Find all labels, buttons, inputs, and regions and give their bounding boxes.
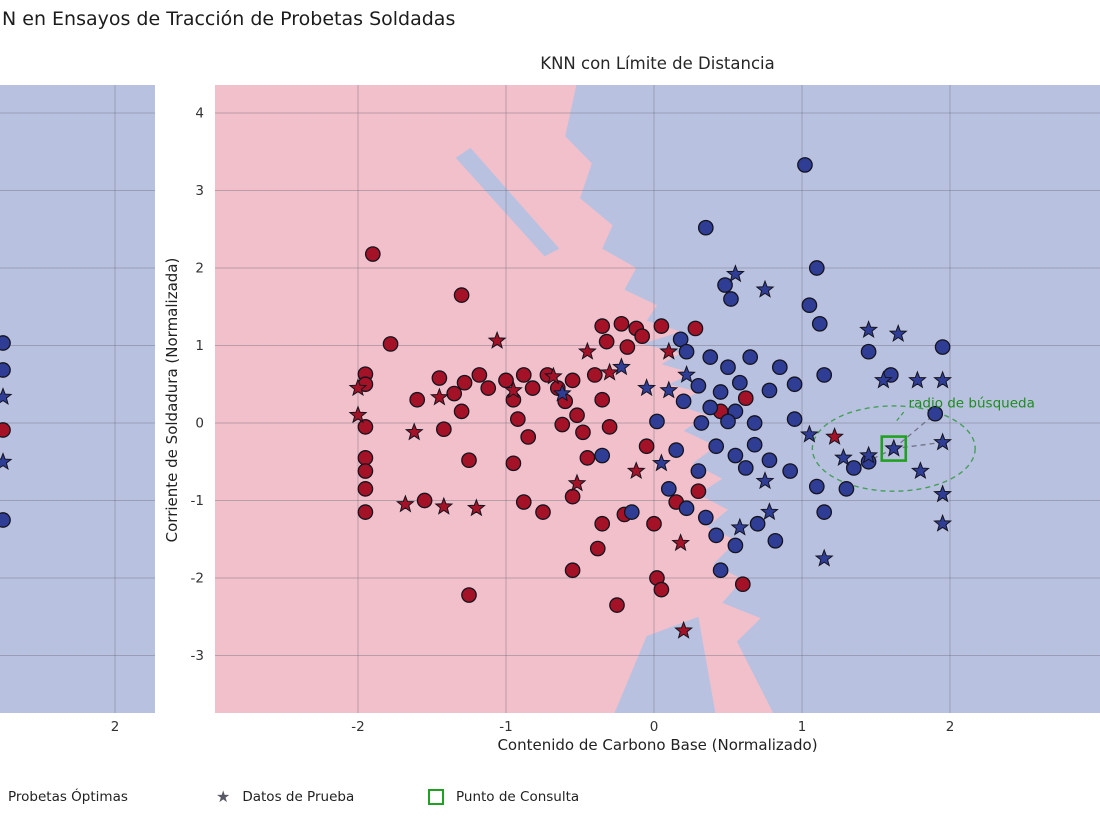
subplot-title: KNN con Límite de Distancia bbox=[540, 54, 775, 73]
svg-text:-1: -1 bbox=[191, 493, 204, 509]
x-axis-label: Contenido de Carbono Base (Normalizado) bbox=[497, 736, 818, 754]
legend-label: Probetas Óptimas bbox=[8, 789, 128, 805]
svg-text:4: 4 bbox=[195, 106, 204, 122]
svg-text:-3: -3 bbox=[191, 648, 204, 664]
legend-item-probetas-optimas: Probetas Óptimas bbox=[8, 789, 128, 805]
svg-text:2: 2 bbox=[195, 261, 204, 277]
query-square-icon bbox=[428, 789, 444, 805]
left-subplot-partial bbox=[0, 85, 155, 713]
legend-item-punto-consulta: Punto de Consulta bbox=[428, 789, 579, 805]
figure-title: N en Ensayos de Tracción de Probetas Sol… bbox=[2, 8, 456, 30]
knn-scatter-plot: radio de búsqueda -2 -1 0 1 2 -3 -2 -1 0 1 2 3 4 bbox=[191, 85, 1100, 735]
svg-text:-2: -2 bbox=[351, 719, 364, 735]
star-icon: ★ bbox=[216, 787, 231, 806]
svg-text:2: 2 bbox=[946, 719, 955, 735]
svg-text:1: 1 bbox=[195, 338, 204, 354]
y-axis-label: Corriente de Soldadura (Normalizada) bbox=[163, 257, 181, 543]
svg-text:0: 0 bbox=[195, 416, 204, 432]
legend-label: Datos de Prueba bbox=[242, 789, 355, 805]
svg-text:radio de búsqueda: radio de búsqueda bbox=[909, 396, 1035, 412]
legend-label: Punto de Consulta bbox=[456, 789, 580, 805]
svg-text:0: 0 bbox=[650, 719, 659, 735]
legend-item-datos-prueba: ★ Datos de Prueba bbox=[216, 787, 355, 806]
svg-text:-2: -2 bbox=[191, 571, 204, 587]
svg-text:1: 1 bbox=[798, 719, 807, 735]
left-subplot-x-tick: 2 bbox=[110, 719, 120, 735]
svg-text:3: 3 bbox=[195, 183, 204, 199]
svg-text:-1: -1 bbox=[499, 719, 512, 735]
